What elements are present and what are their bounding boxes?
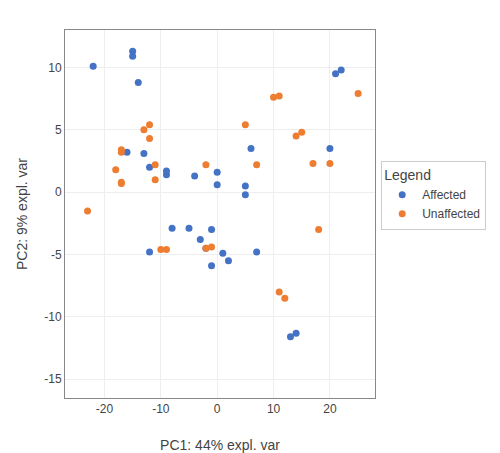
svg-text:5: 5 <box>55 123 62 137</box>
svg-text:0: 0 <box>214 402 221 416</box>
svg-text:-5: -5 <box>51 248 62 262</box>
svg-text:-15: -15 <box>44 372 62 386</box>
svg-text:-10: -10 <box>152 402 170 416</box>
svg-text:-10: -10 <box>44 310 62 324</box>
svg-text:-20: -20 <box>96 402 114 416</box>
svg-text:Affected: Affected <box>422 188 466 202</box>
svg-text:0: 0 <box>55 185 62 199</box>
svg-text:10: 10 <box>48 61 62 75</box>
svg-text:PC1: 44% expl. var: PC1: 44% expl. var <box>160 437 280 453</box>
svg-text:PC2: 9% expl. var: PC2: 9% expl. var <box>14 158 30 270</box>
svg-text:10: 10 <box>267 402 281 416</box>
svg-text:20: 20 <box>323 402 337 416</box>
svg-text:Unaffected: Unaffected <box>422 207 480 221</box>
svg-text:Legend: Legend <box>384 167 431 183</box>
